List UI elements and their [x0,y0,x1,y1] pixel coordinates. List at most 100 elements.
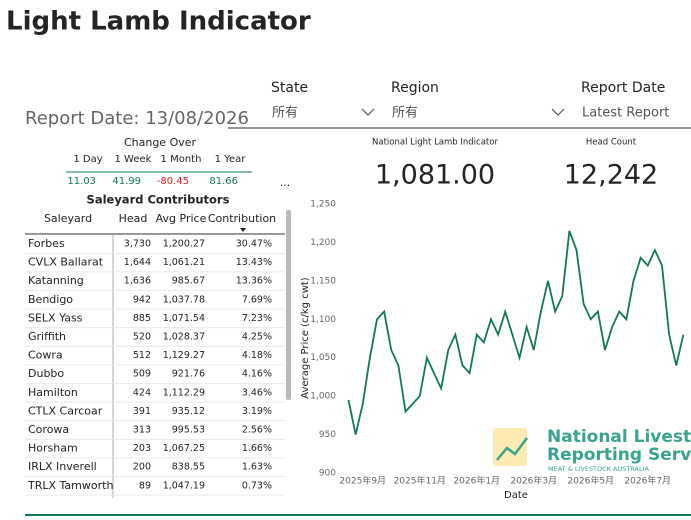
table-cell: 1,028.37 [163,332,205,343]
table-cell: 921.76 [172,369,205,380]
page-title: Light Lamb Indicator [6,7,311,37]
price-line [347,230,685,435]
table-cell: 512 [133,350,151,361]
table-cell: 1,071.54 [163,313,205,324]
table-cell: 1,636 [124,276,151,287]
y-tick-label: 1,000 [310,392,336,402]
table-cell: 1,112.29 [163,387,205,398]
table-cell: 4.16% [242,369,272,380]
filter-value[interactable]: 所有 [392,106,418,121]
table-cell: 391 [133,406,151,417]
filter-value[interactable]: Latest Report [582,106,669,121]
change-column: 1 Month [161,154,202,165]
table-cell: 0.73% [242,480,272,491]
sort-arrow[interactable] [240,228,246,232]
change-column: 1 Year [215,154,247,165]
table-cell: 838.55 [172,462,205,473]
saleyard-title: Saleyard Contributors [87,193,230,207]
table-cell: 313 [133,425,151,436]
table-cell: 89 [139,480,151,491]
filter-label: Report Date [581,80,665,96]
table-cell: 1,047.19 [163,480,205,491]
table-cell: TRLX Tamworth [27,479,113,492]
table-cell: Griffith [28,330,66,343]
table-cell: 3.46% [242,387,272,398]
x-tick-label: 2025年11月 [394,475,446,487]
y-tick-label: 950 [319,430,336,440]
table-cell: CTLX Carcoar [28,404,103,417]
change-value: 11.03 [67,176,96,187]
logo-icon-line [496,437,528,461]
more-options[interactable]: ... [280,176,291,189]
table-header: Saleyard [44,212,92,225]
table-cell: Horsham [28,442,78,455]
y-tick-label: 1,100 [310,315,336,325]
y-tick-label: 900 [319,469,336,479]
table-cell: Forbes [28,237,65,250]
table-cell: Bendigo [28,293,73,306]
table-cell: 1,037.78 [163,294,205,305]
table-cell: 509 [133,369,151,380]
table-cell: 200 [133,462,151,473]
dropdown-chevron[interactable] [551,108,565,116]
y-axis-label: Average Price (c/kg cwt) [300,277,311,399]
table-cell: 1,200.27 [163,239,205,250]
table-cell: Cowra [28,349,63,362]
table-cell: SELX Yass [28,311,83,324]
table-cell: 4.18% [242,350,272,361]
table-cell: 7.69% [242,294,272,305]
y-tick-label: 1,200 [310,238,336,248]
change-value: 81.66 [209,176,238,187]
report-date: Report Date: 13/08/2026 [25,108,249,129]
table-cell: 4.25% [242,332,272,343]
table-cell: 3.19% [242,406,272,417]
table-cell: 1.66% [242,443,272,454]
x-axis-label: Date [504,490,528,501]
kpi-label: Head Count [586,138,637,148]
table-cell: 3,730 [124,239,151,250]
dropdown-chevron[interactable] [361,108,375,116]
y-tick-label: 1,250 [310,200,336,210]
table-cell: Katanning [28,274,84,287]
scrollbar[interactable] [286,210,291,400]
x-tick-label: 2026年1月 [453,475,500,487]
change-column: 1 Week [115,154,152,165]
table-cell: 935.12 [172,406,205,417]
table-cell: 985.67 [172,276,205,287]
x-tick-label: 2026年3月 [510,475,557,487]
table-header: Avg Price [156,212,207,225]
table-cell: 424 [133,387,151,398]
table-header: Contribution [208,212,276,225]
table-cell: 13.36% [236,276,272,287]
x-tick-label: 2025年9月 [339,475,386,487]
table-cell: 1,061.21 [163,257,205,268]
y-tick-label: 1,050 [310,353,336,363]
change-over-title: Change Over [124,136,197,149]
table-cell: 942 [133,294,151,305]
table-cell: 520 [133,332,151,343]
logo-text: Reporting Service [547,445,691,465]
table-cell: CVLX Ballarat [28,256,104,269]
table-cell: 1,067.25 [163,443,205,454]
x-tick-label: 2026年5月 [567,475,614,487]
y-tick-label: 1,150 [310,276,336,286]
filter-label: Region [391,80,439,96]
table-cell: Hamilton [28,386,78,399]
table-cell: 1,129.27 [163,350,205,361]
table-cell: 30.47% [236,239,272,250]
table-cell: Corowa [28,423,69,436]
table-cell: 1,644 [124,257,151,268]
table-cell: 203 [133,443,151,454]
filter-value[interactable]: 所有 [272,106,298,121]
table-cell: 885 [133,313,151,324]
logo: National Livestock Reporting Service MEA… [493,427,691,473]
kpi-value: 1,081.00 [375,160,495,191]
table-cell: 7.23% [242,313,272,324]
change-value: -80.45 [157,176,189,187]
table-cell: Dubbo [28,367,64,380]
kpi-value: 12,242 [564,160,658,191]
table-cell: 13.43% [236,257,272,268]
change-value: 41.99 [112,176,141,187]
table-cell: 2.56% [242,425,272,436]
